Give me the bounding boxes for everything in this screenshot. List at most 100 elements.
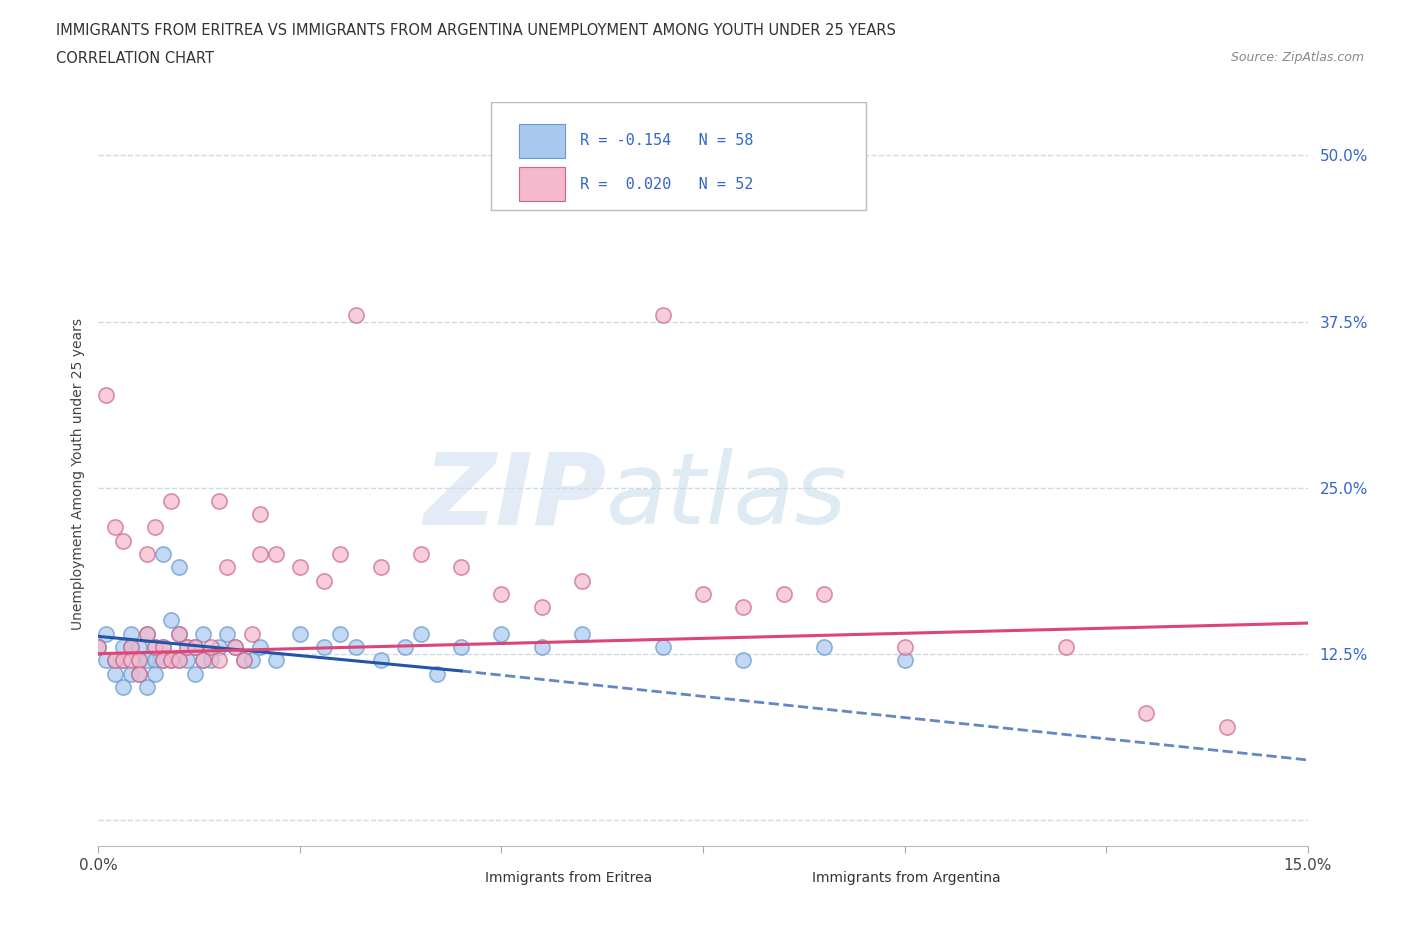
Point [120, 653, 142, 668]
Point [167, 626, 190, 641]
Point [111, 640, 134, 655]
Point [692, 587, 714, 602]
Point [409, 547, 432, 562]
Point [370, 653, 392, 668]
Text: R = -0.154   N = 58: R = -0.154 N = 58 [579, 134, 754, 149]
Point [200, 640, 222, 655]
Point [143, 640, 166, 655]
Point [120, 640, 142, 655]
Point [152, 547, 174, 562]
Point [167, 653, 190, 668]
Point [1216, 719, 1239, 734]
Point [893, 640, 915, 655]
Text: R =  0.020   N = 52: R = 0.020 N = 52 [579, 177, 754, 192]
Point [120, 666, 142, 681]
Point [87, 640, 110, 655]
Point [96, 626, 118, 641]
Point [450, 640, 472, 655]
Point [167, 653, 190, 668]
Point [426, 666, 449, 681]
Point [184, 666, 207, 681]
Point [193, 626, 215, 641]
Point [651, 640, 673, 655]
Point [160, 653, 183, 668]
Text: atlas: atlas [606, 448, 848, 545]
Point [160, 494, 183, 509]
Point [208, 494, 231, 509]
Point [143, 640, 166, 655]
Point [111, 533, 134, 548]
Point [176, 640, 198, 655]
Point [240, 653, 263, 668]
Point [143, 520, 166, 535]
Point [167, 560, 190, 575]
Point [893, 653, 915, 668]
Point [120, 626, 142, 641]
Point [249, 640, 271, 655]
Point [128, 640, 150, 655]
Point [184, 640, 207, 655]
Point [288, 626, 311, 641]
Point [314, 640, 336, 655]
Text: ZIP: ZIP [423, 448, 606, 545]
FancyBboxPatch shape [519, 125, 565, 158]
Point [224, 640, 246, 655]
Text: Immigrants from Argentina: Immigrants from Argentina [811, 871, 1001, 885]
Point [491, 626, 513, 641]
Point [733, 600, 755, 615]
Point [87, 640, 110, 655]
FancyBboxPatch shape [769, 870, 800, 889]
Text: Source: ZipAtlas.com: Source: ZipAtlas.com [1230, 51, 1364, 64]
Point [135, 547, 157, 562]
Point [733, 653, 755, 668]
Point [152, 640, 174, 655]
Point [329, 626, 352, 641]
FancyBboxPatch shape [492, 102, 866, 210]
Point [329, 547, 352, 562]
Point [651, 308, 673, 323]
Text: Immigrants from Eritrea: Immigrants from Eritrea [485, 871, 652, 885]
Point [249, 547, 271, 562]
Point [571, 626, 593, 641]
Point [217, 626, 239, 641]
Point [103, 520, 125, 535]
Point [370, 560, 392, 575]
Point [184, 640, 207, 655]
Point [208, 653, 231, 668]
Point [344, 640, 367, 655]
Point [232, 653, 254, 668]
Point [128, 653, 150, 668]
Point [111, 653, 134, 668]
Point [160, 613, 183, 628]
Point [530, 600, 553, 615]
Point [176, 640, 198, 655]
Point [103, 666, 125, 681]
Point [152, 640, 174, 655]
Text: IMMIGRANTS FROM ERITREA VS IMMIGRANTS FROM ARGENTINA UNEMPLOYMENT AMONG YOUTH UN: IMMIGRANTS FROM ERITREA VS IMMIGRANTS FR… [56, 23, 896, 38]
Point [103, 653, 125, 668]
Point [143, 653, 166, 668]
Point [143, 666, 166, 681]
Point [128, 653, 150, 668]
Point [224, 640, 246, 655]
Point [288, 560, 311, 575]
Point [409, 626, 432, 641]
Point [160, 653, 183, 668]
Point [152, 653, 174, 668]
Point [1135, 706, 1157, 721]
Point [103, 653, 125, 668]
Point [314, 573, 336, 588]
Point [111, 680, 134, 695]
Point [111, 653, 134, 668]
Point [152, 653, 174, 668]
Point [772, 587, 794, 602]
Point [96, 387, 118, 402]
Point [249, 507, 271, 522]
Point [1054, 640, 1077, 655]
Point [200, 653, 222, 668]
Point [167, 626, 190, 641]
Point [128, 666, 150, 681]
FancyBboxPatch shape [443, 870, 474, 889]
Point [176, 653, 198, 668]
Point [571, 573, 593, 588]
